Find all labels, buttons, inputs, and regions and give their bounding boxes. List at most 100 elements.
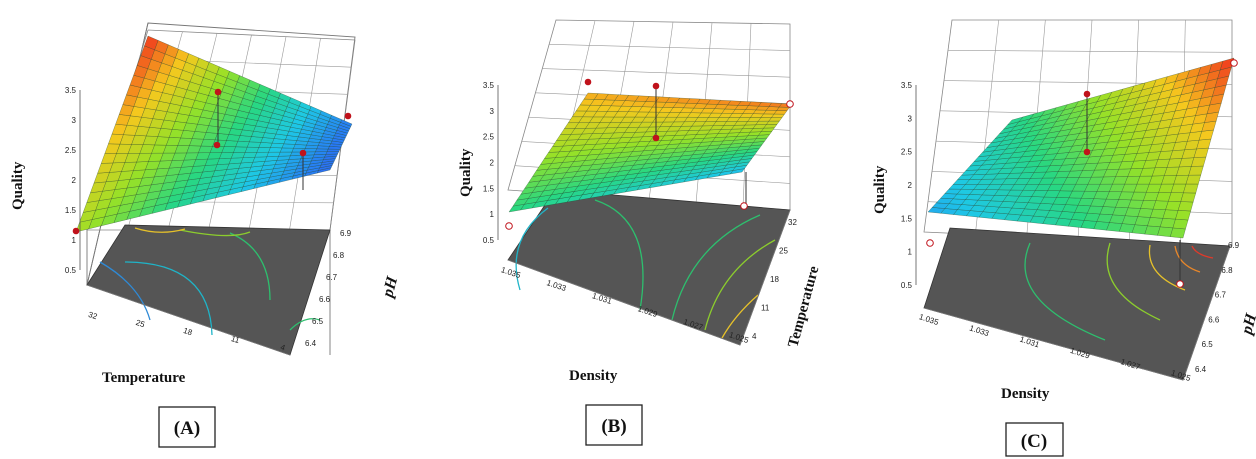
z-tick-label: 0.5 [901, 281, 913, 290]
panel-c-yticks: 6.4 6.5 6.6 6.7 6.8 6.9 [1195, 241, 1240, 374]
z-tick-label: 3.5 [901, 81, 913, 90]
panel-a-contour-4 [179, 229, 251, 237]
panel-b-contour-3 [671, 214, 761, 321]
panel-c-point [926, 239, 934, 247]
x-tick-label: 11 [230, 334, 241, 345]
surface-cell [325, 151, 340, 155]
panel-b-label: (B) [601, 416, 626, 437]
panel-b-y-axis-label: Temperature [785, 264, 822, 349]
panel-a-point [72, 227, 80, 235]
surface-cell [233, 146, 248, 153]
panel-a-contour-1 [99, 261, 151, 321]
z-tick-label: 2.5 [901, 148, 913, 157]
panel-b-yticks: 4 11 18 25 32 [752, 218, 797, 341]
panel-b-point [652, 134, 660, 142]
y-tick-label: 6.5 [312, 317, 324, 326]
panel-c-label: (C) [1021, 431, 1047, 452]
z-tick-label: 1.5 [483, 184, 495, 193]
panel-b-point [584, 78, 592, 86]
y-tick-label: 6.7 [326, 273, 338, 282]
x-tick-label: 1.035 [918, 312, 940, 327]
panel-c-y-axis-label: pH [1238, 311, 1256, 338]
panel-c: 0.511.522.533.5 1.0351.0331.0311.0291.02… [872, 19, 1256, 457]
surface-cell [280, 147, 294, 153]
x-tick-label: 1.035 [500, 265, 522, 280]
x-tick-label: 32 [87, 310, 99, 321]
z-tick-label: 1 [908, 248, 913, 257]
panel-c-label-box [1005, 422, 1064, 457]
panel-b-contour-2 [594, 199, 644, 311]
panel-c-point [1083, 148, 1091, 156]
x-tick-label: 18 [182, 326, 194, 337]
panel-a-xticks: 32 25 18 11 4 [87, 310, 287, 353]
panel-c-contour-2 [1106, 242, 1161, 321]
surface-cell [235, 141, 250, 148]
z-tick-label: 0.5 [483, 236, 495, 245]
surface-cell [1175, 210, 1191, 221]
y-tick-label: 6.8 [333, 251, 345, 260]
surface-cell [1180, 192, 1197, 203]
surface-cell [254, 152, 269, 158]
panel-b-contour-5 [721, 294, 759, 339]
panel-a-point [213, 141, 221, 149]
surface-cell [244, 146, 260, 153]
panel-b-point [740, 202, 748, 210]
y-tick-label: 6.7 [1215, 291, 1227, 300]
panel-a-label: (A) [174, 418, 200, 439]
y-tick-label: 6.6 [1208, 315, 1220, 324]
z-tick-label: 1 [72, 236, 77, 245]
surface-cell [256, 147, 271, 153]
z-tick-label: 2 [72, 176, 77, 185]
surface-cell [313, 151, 328, 155]
surface-cell [315, 148, 329, 152]
panel-a-zticks: 0.5 1 1.5 2 2.5 3 3.5 [65, 86, 81, 275]
z-tick-label: 2 [908, 181, 913, 190]
panel-c-contour-5 [1191, 245, 1214, 259]
panel-b-x-axis-label: Density [569, 368, 618, 384]
panel-a-z-axis-label: Quality [10, 161, 26, 210]
y-tick-label: 6.8 [1221, 266, 1233, 275]
panel-a-label-box [158, 406, 216, 448]
surface-cell [266, 151, 281, 157]
panel-b-label-box [585, 404, 643, 446]
surface-cell [223, 140, 239, 147]
panel-c-zticks: 0.5 1 1.5 2 2.5 3 3.5 [901, 81, 917, 290]
z-tick-label: 1 [490, 210, 495, 219]
y-tick-label: 6.6 [319, 295, 331, 304]
panel-a-contours [99, 227, 321, 336]
surface-cell [247, 141, 262, 148]
x-tick-label: 25 [135, 318, 147, 329]
x-tick-label: 4 [279, 343, 287, 353]
surface-cell [278, 151, 293, 157]
panel-c-point [1176, 280, 1184, 288]
panel-a-contour-3 [229, 232, 271, 301]
panel-a-point [299, 149, 307, 157]
panel-a-contour-5 [134, 227, 186, 233]
panel-a-point [344, 112, 352, 120]
panel-c-x-axis-label: Density [1001, 386, 1050, 402]
y-tick-label: 25 [779, 247, 788, 256]
panel-b-contours [515, 199, 776, 339]
surface-cell [276, 155, 291, 161]
y-tick-label: 6.4 [305, 339, 317, 348]
panel-c-contour-floor [923, 227, 1231, 381]
panel-b-zticks: 0.5 1 1.5 2 2.5 3 3.5 [483, 81, 499, 245]
panel-c-surface [927, 57, 1235, 239]
z-tick-label: 1.5 [901, 214, 913, 223]
panel-a-yticks: 6.4 6.5 6.6 6.7 6.8 6.9 [305, 229, 352, 348]
surface-cell [1177, 201, 1194, 212]
panel-b-contour-floor [507, 189, 791, 346]
surface-cell [1191, 156, 1207, 167]
y-tick-label: 6.5 [1202, 340, 1214, 349]
z-tick-label: 3.5 [65, 86, 77, 95]
z-tick-label: 2.5 [483, 133, 495, 142]
panel-b-surface [508, 92, 793, 213]
surface-cell [268, 147, 283, 153]
surface-cell [221, 146, 236, 153]
surface-cell [1172, 218, 1189, 230]
panel-a-design-points [72, 88, 352, 235]
panel-a-contour-6 [289, 318, 321, 331]
z-tick-label: 2.5 [65, 146, 77, 155]
